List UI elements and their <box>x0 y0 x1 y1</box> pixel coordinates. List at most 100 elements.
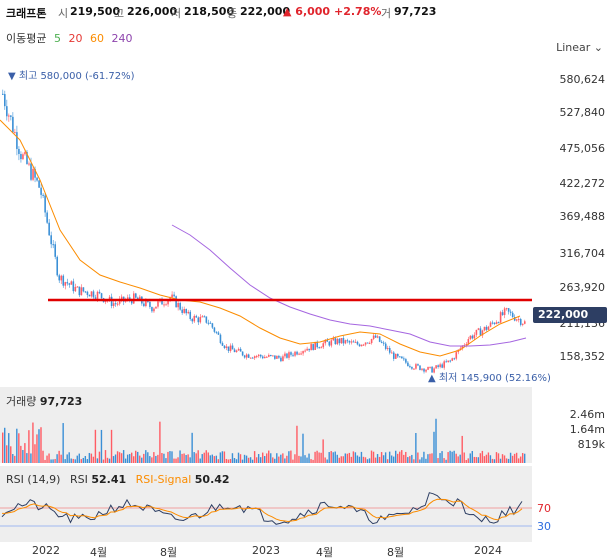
candle-body <box>26 152 28 164</box>
volume-bar <box>10 446 12 463</box>
volume-bar <box>249 457 252 463</box>
volume-bar <box>358 456 361 463</box>
volume-label: 거 <box>381 7 392 20</box>
volume-bar <box>36 434 38 463</box>
volume-bar <box>318 452 320 463</box>
scale-toggle-button[interactable]: Linear ⌄ <box>556 41 603 54</box>
candle-body <box>189 311 192 320</box>
volume-bar <box>48 453 50 463</box>
candle-body <box>451 358 454 361</box>
volume-bar <box>133 456 135 463</box>
volume-bar <box>14 455 16 463</box>
ma-20: 20 <box>68 32 83 45</box>
candle-body <box>403 358 405 360</box>
candle-body <box>128 297 131 300</box>
candle-body <box>40 187 42 195</box>
volume-bar <box>459 454 461 463</box>
candle-body <box>292 354 294 356</box>
candle-body <box>449 360 452 362</box>
volume-bar <box>451 451 453 463</box>
volume-bar <box>257 454 260 463</box>
volume-bar <box>306 457 308 463</box>
candle-body <box>300 353 302 355</box>
volume-bar <box>151 457 153 463</box>
candle-body <box>294 351 296 356</box>
candle-body <box>60 275 63 281</box>
volume-bar <box>316 450 318 463</box>
volume-bar <box>231 453 234 463</box>
candle-body <box>126 297 129 300</box>
volume-tick: 1.64m <box>569 423 605 436</box>
candle-body <box>173 294 175 297</box>
volume-bar <box>447 452 449 463</box>
volume-bar <box>475 457 478 463</box>
volume-bar <box>405 451 407 463</box>
candle-body <box>249 357 252 359</box>
volume-bar <box>229 458 232 463</box>
candle-body <box>255 356 258 358</box>
volume-bar <box>72 458 74 463</box>
ma-label: 이동평균 <box>6 32 47 45</box>
price-tick: 263,920 <box>559 281 606 294</box>
volume-bar <box>124 458 127 463</box>
candle-body <box>120 296 123 300</box>
volume-bar <box>141 457 143 463</box>
candle-body <box>439 364 441 367</box>
volume-bar <box>197 450 199 463</box>
volume-bar <box>135 450 137 463</box>
volume-tick: 819k <box>577 438 605 451</box>
volume-bar <box>28 430 30 463</box>
candle-body <box>356 341 359 345</box>
candle-body <box>318 347 321 349</box>
volume-bar <box>473 456 475 463</box>
volume-bar <box>211 454 213 463</box>
candle-body <box>330 340 333 346</box>
volume-bar <box>94 429 97 463</box>
price-tick: 527,840 <box>559 106 606 119</box>
x-tick: 2024 <box>474 544 502 557</box>
volume-bar <box>185 455 187 463</box>
volume-bar <box>139 455 141 463</box>
candle-body <box>268 354 270 357</box>
candle-body <box>46 212 48 223</box>
candle-body <box>253 356 256 359</box>
volume-bar <box>84 455 87 463</box>
candle-body <box>392 352 395 359</box>
volume-bar <box>203 452 205 463</box>
volume-bar <box>80 459 82 463</box>
candle-body <box>257 354 260 357</box>
moving-average-legend[interactable]: 이동평균 5 20 60 240 <box>6 30 136 46</box>
volume-bar <box>491 458 494 463</box>
volume-bar <box>425 458 427 463</box>
volume-bar <box>308 453 310 463</box>
candle-body <box>171 294 173 298</box>
volume-bar <box>209 455 211 463</box>
candle-body <box>227 346 230 351</box>
candle-body <box>10 115 12 117</box>
candlestick-series <box>2 89 526 374</box>
candle-body <box>487 326 490 330</box>
candle-body <box>187 311 190 314</box>
candle-body <box>399 356 401 358</box>
candle-body <box>328 341 331 346</box>
candle-body <box>386 348 389 350</box>
candle-body <box>467 339 470 344</box>
candle-body <box>382 342 385 344</box>
volume-bar <box>270 453 272 463</box>
candle-body <box>165 304 167 306</box>
volume-bar <box>153 452 155 463</box>
candle-body <box>80 287 83 296</box>
volume-bar <box>300 456 302 463</box>
candle-body <box>215 331 218 333</box>
volume-bar <box>237 452 240 463</box>
candle-body <box>239 348 242 352</box>
volume-bar <box>350 456 353 463</box>
volume-bar <box>356 455 359 463</box>
volume-bar <box>294 454 296 463</box>
price-tick: 475,056 <box>559 142 606 155</box>
candle-body <box>231 345 234 350</box>
price-chart[interactable] <box>0 60 532 385</box>
volume-bar <box>193 452 195 463</box>
volume-bar <box>354 452 357 463</box>
candle-body <box>217 332 220 335</box>
